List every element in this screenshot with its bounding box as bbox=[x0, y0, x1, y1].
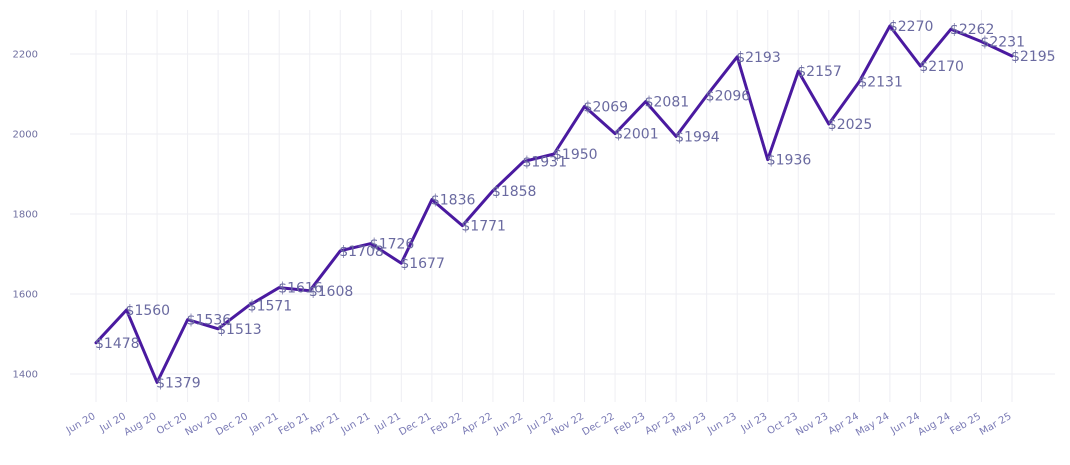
data-label: $1726 bbox=[370, 237, 415, 253]
y-tick-label: 1400 bbox=[13, 370, 38, 381]
data-label: $1571 bbox=[248, 299, 293, 315]
data-label: $2069 bbox=[584, 99, 629, 115]
x-tick-label: Jun 23 bbox=[705, 411, 739, 437]
x-tick-label: Apr 22 bbox=[460, 411, 494, 437]
y-tick-label: 1600 bbox=[13, 290, 38, 301]
data-label: $2231 bbox=[980, 35, 1025, 51]
x-tick-label: May 24 bbox=[854, 411, 891, 439]
x-tick-label: Feb 21 bbox=[277, 411, 312, 437]
data-label: $1560 bbox=[126, 303, 171, 319]
x-tick-label: Oct 20 bbox=[155, 411, 189, 437]
data-label: $1616 bbox=[278, 281, 323, 297]
series-layer bbox=[94, 24, 1014, 384]
data-labels: $1478 $1560 $1379 $1536$1513 $1571 $1616$1608… bbox=[95, 19, 1056, 391]
data-label: $1513 bbox=[217, 322, 262, 338]
x-tick-label: Feb 22 bbox=[429, 411, 464, 437]
x-tick-label: Jul 23 bbox=[739, 411, 770, 435]
data-label: $2081 bbox=[645, 95, 690, 111]
data-label: $1950 bbox=[553, 147, 598, 163]
data-label: $1379 bbox=[156, 375, 201, 391]
x-tick-label: Jun 20 bbox=[64, 411, 98, 437]
y-axis: 1400 1600 1800 2000 2200 bbox=[13, 50, 38, 381]
data-label: $2195 bbox=[1011, 49, 1056, 65]
x-tick-label: Dec 21 bbox=[397, 411, 433, 438]
y-tick-label: 2000 bbox=[13, 130, 38, 141]
data-label: $2096 bbox=[706, 89, 751, 105]
y-tick-label: 2200 bbox=[13, 50, 38, 61]
series-line bbox=[94, 24, 1014, 384]
data-label: $1536 bbox=[187, 313, 232, 329]
data-label: $2262 bbox=[950, 22, 995, 38]
data-label: $2001 bbox=[614, 127, 659, 143]
data-label: $2270 bbox=[889, 19, 934, 35]
data-label: $2193 bbox=[736, 50, 781, 66]
data-label: $2170 bbox=[919, 59, 964, 75]
x-tick-label: Nov 20 bbox=[183, 411, 219, 438]
data-label: $1708 bbox=[339, 244, 384, 260]
data-label: $1931 bbox=[522, 155, 567, 171]
y-tick-label: 1800 bbox=[13, 210, 38, 221]
x-tick-label: Jun 21 bbox=[339, 411, 373, 437]
data-label: $1936 bbox=[767, 153, 812, 169]
data-label: $1608 bbox=[309, 284, 354, 300]
data-label: $2025 bbox=[828, 117, 873, 133]
x-tick-label: Aug 20 bbox=[122, 411, 158, 438]
data-label: $2131 bbox=[858, 75, 903, 91]
x-tick-label: Aug 24 bbox=[916, 411, 952, 438]
data-label: $1858 bbox=[492, 184, 537, 200]
data-label: $1478 bbox=[95, 336, 140, 352]
x-tick-label: Mar 25 bbox=[978, 411, 1014, 438]
data-label: $2157 bbox=[797, 64, 842, 80]
x-tick-label: Feb 23 bbox=[612, 411, 647, 437]
x-tick-label: Jun 24 bbox=[888, 411, 922, 437]
data-label: $1677 bbox=[400, 256, 445, 272]
x-tick-label: Jan 21 bbox=[247, 411, 280, 437]
x-tick-label: Apr 21 bbox=[308, 411, 342, 437]
x-tick-label: Feb 25 bbox=[948, 411, 983, 437]
x-tick-label: Oct 23 bbox=[766, 411, 800, 437]
x-tick-label: Dec 22 bbox=[581, 411, 617, 438]
x-tick-label: Jun 22 bbox=[491, 411, 525, 437]
data-label: $1994 bbox=[675, 129, 720, 145]
x-tick-label: May 23 bbox=[671, 411, 708, 439]
x-tick-label: Dec 20 bbox=[214, 411, 250, 438]
grid bbox=[70, 10, 1055, 402]
data-label: $1771 bbox=[461, 219, 506, 235]
data-label: $1836 bbox=[431, 193, 476, 209]
x-tick-label: Nov 22 bbox=[550, 411, 586, 438]
x-tick-label: Nov 23 bbox=[794, 411, 830, 438]
